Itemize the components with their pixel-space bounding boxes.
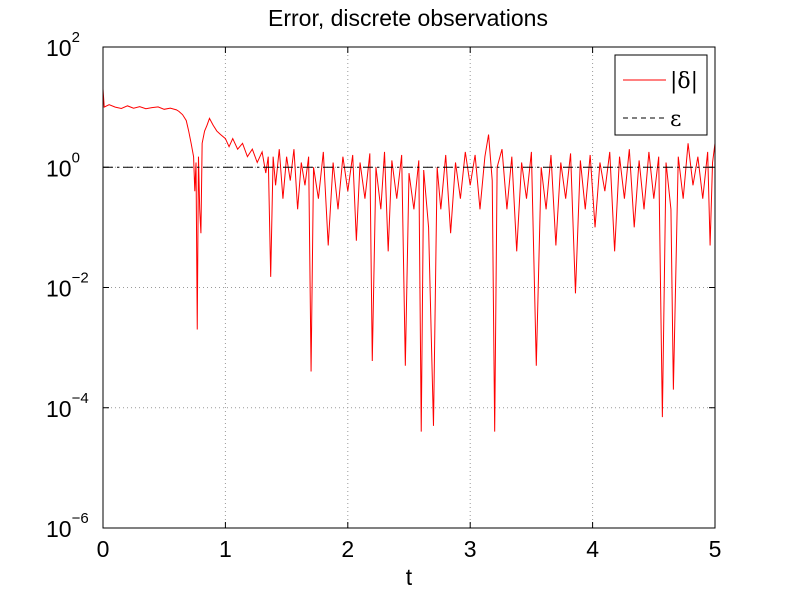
chart-title: Error, discrete observations [268,5,548,31]
plot-area [103,47,715,528]
x-tick-label: 5 [709,536,722,562]
y-tick-label: 10−6 [46,510,89,542]
y-tick-exponent: 0 [72,149,80,166]
x-tick-label: 2 [341,536,354,562]
legend: |δ| ε [614,54,708,136]
y-tick-base: 10 [46,35,72,61]
y-tick-label: 100 [46,149,80,181]
y-tick-base: 10 [46,396,72,422]
y-tick-exponent: 2 [72,29,80,46]
y-tick-base: 10 [46,516,72,542]
x-axis-label: t [406,564,413,590]
series-delta-line [103,88,715,432]
x-tick-label: 4 [586,536,599,562]
x-tick-label: 0 [97,536,110,562]
y-tick-label: 10−4 [46,390,89,422]
y-tick-exponent: −6 [72,510,89,527]
x-tick-label: 1 [219,536,232,562]
series-layer [103,88,715,432]
x-tick-label: 3 [464,536,477,562]
legend-box [614,54,708,136]
y-tick-label: 10−2 [46,270,89,302]
y-tick-base: 10 [46,155,72,181]
legend-label-epsilon: ε [670,107,681,132]
y-tick-exponent: −2 [72,270,89,287]
legend-label-delta: |δ| [670,69,698,94]
grid-lines [103,47,715,528]
y-tick-base: 10 [46,276,72,302]
y-tick-exponent: −4 [72,390,89,407]
y-tick-label: 102 [46,29,80,61]
